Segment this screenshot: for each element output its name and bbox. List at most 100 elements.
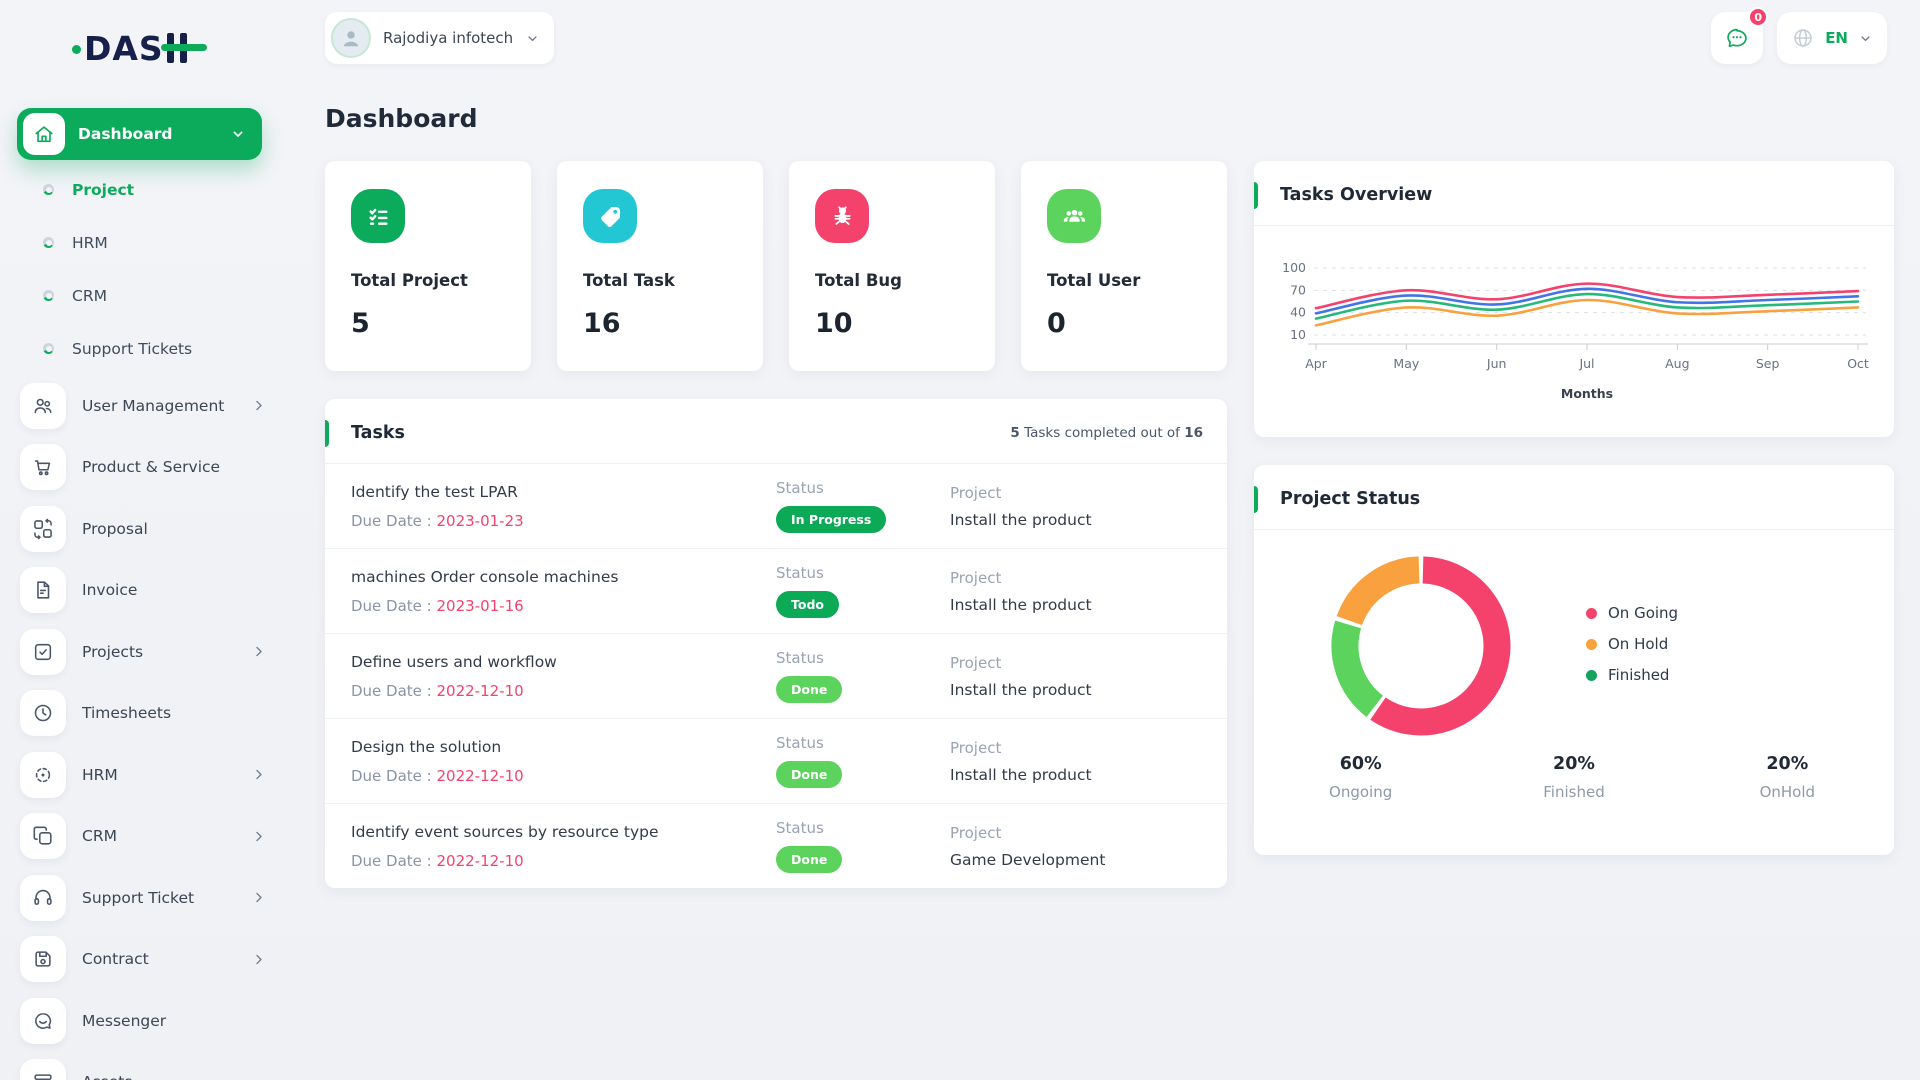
donut-slice-on-hold xyxy=(1336,556,1420,626)
sidebar-item-label: Proposal xyxy=(82,519,148,538)
tasks-summary: 5 Tasks completed out of 16 xyxy=(1010,425,1203,441)
stats-row: Total Project 5 Total Task 16 Total Bug 10 Tot… xyxy=(325,161,1227,371)
sidebar-item-label: Product & Service xyxy=(82,458,221,477)
project-status-title: Project Status xyxy=(1280,489,1421,509)
invoice-icon xyxy=(20,567,66,614)
project-label: Project xyxy=(950,653,1002,672)
project-label: Project xyxy=(950,483,1002,502)
sidebar-item-crm[interactable]: CRM xyxy=(0,806,288,868)
sidebar-item-assets[interactable]: Assets xyxy=(0,1052,288,1080)
sidebar-item-messenger[interactable]: Messenger xyxy=(0,990,288,1052)
workspace-selector[interactable]: Rajodiya infotech xyxy=(325,12,555,64)
sidebar-subitem-crm[interactable]: CRM xyxy=(0,269,288,322)
panel-accent xyxy=(1254,486,1258,513)
svg-text:Sep: Sep xyxy=(1756,356,1780,371)
sidebar-item-proposal[interactable]: Proposal xyxy=(0,498,288,560)
sidebar-subitem-hrm[interactable]: HRM xyxy=(0,216,288,269)
messages-badge: 0 xyxy=(1748,7,1769,27)
messages-button[interactable]: 0 xyxy=(1711,7,1769,64)
status-badge: Done xyxy=(776,676,843,703)
legend-label: Finished xyxy=(1608,666,1670,684)
sidebar-item-product-service[interactable]: Product & Service xyxy=(0,437,288,499)
task-name: Identify the test LPAR xyxy=(351,482,518,501)
task-project: Install the product xyxy=(950,510,1092,529)
language-selector[interactable]: EN xyxy=(1777,12,1887,64)
task-due: Due Date : 2023-01-16 xyxy=(351,596,524,615)
svg-text:Apr: Apr xyxy=(1305,356,1327,371)
status-summary-onhold: 20% OnHold xyxy=(1681,754,1894,801)
project-status-panel: Project Status On Going On Hold Finished 6… xyxy=(1254,465,1894,855)
chevron-right-icon xyxy=(251,398,266,413)
workspace-name: Rajodiya infotech xyxy=(383,29,514,47)
status-summary-finished: 20% Finished xyxy=(1467,754,1680,801)
task-due: Due Date : 2022-12-10 xyxy=(351,766,524,785)
stat-label: Total Task xyxy=(583,271,675,290)
sidebar-subitem-label: Support Tickets xyxy=(72,339,193,358)
cart-icon xyxy=(20,444,66,491)
legend-label: On Hold xyxy=(1608,635,1669,653)
panel-accent xyxy=(1254,182,1258,209)
clock-icon xyxy=(20,690,66,737)
donut-slice-on-going xyxy=(1370,556,1511,736)
sidebar-subitem-support-tickets[interactable]: Support Tickets xyxy=(0,322,288,375)
logo-green-bar xyxy=(160,44,207,51)
svg-text:10: 10 xyxy=(1290,327,1306,342)
chevron-down-icon xyxy=(230,126,246,142)
globe-icon xyxy=(1791,26,1815,50)
floppy-icon xyxy=(20,936,66,983)
sidebar-subitem-project[interactable]: Project xyxy=(0,163,288,216)
bullet-ring-icon xyxy=(43,343,54,354)
chevron-right-icon xyxy=(251,952,266,967)
sidebar-subitem-label: HRM xyxy=(72,233,108,252)
svg-text:Jul: Jul xyxy=(1578,356,1594,371)
checklist-icon xyxy=(351,189,405,243)
sidebar-item-support-ticket[interactable]: Support Ticket xyxy=(0,867,288,929)
panel-accent xyxy=(325,420,329,447)
sidebar-item-projects[interactable]: Projects xyxy=(0,621,288,683)
stat-card-total-task: Total Task 16 xyxy=(557,161,763,371)
project-label: Project xyxy=(950,738,1002,757)
chevron-right-icon xyxy=(251,644,266,659)
status-percent: 20% xyxy=(1553,754,1595,774)
stat-label: Total Bug xyxy=(815,271,902,290)
tasks-title: Tasks xyxy=(351,423,405,443)
task-name: Design the solution xyxy=(351,737,502,756)
sidebar-item-invoice[interactable]: Invoice xyxy=(0,560,288,622)
donut-legend: On Going On Hold Finished xyxy=(1586,604,1678,684)
sidebar-item-label: Timesheets xyxy=(82,704,172,723)
task-due: Due Date : 2022-12-10 xyxy=(351,851,524,870)
legend-label: On Going xyxy=(1608,604,1679,622)
status-label: Status xyxy=(776,479,824,497)
legend-item-on-going: On Going xyxy=(1586,604,1678,622)
sidebar-menu: User Management Product & Service Proposal… xyxy=(0,375,288,1080)
chat-icon xyxy=(20,997,66,1044)
task-project: Install the product xyxy=(950,595,1092,614)
sidebar-item-timesheets[interactable]: Timesheets xyxy=(0,683,288,745)
sidebar-item-user-management[interactable]: User Management xyxy=(0,375,288,437)
sidebar-item-dashboard[interactable]: Dashboard xyxy=(17,108,262,160)
stat-card-total-user: Total User 0 xyxy=(1021,161,1227,371)
sidebar-item-label: Dashboard xyxy=(78,125,173,143)
logo-h-glyph xyxy=(160,31,207,65)
avatar xyxy=(331,18,371,58)
sidebar-item-contract[interactable]: Contract xyxy=(0,929,288,991)
tasks-panel: Tasks 5 Tasks completed out of 16 Identi… xyxy=(325,399,1227,888)
archive-icon xyxy=(20,1059,66,1080)
task-name: machines Order console machines xyxy=(351,567,619,586)
brand-logo: DAS xyxy=(72,26,222,70)
stat-card-total-project: Total Project 5 xyxy=(325,161,531,371)
task-row: Define users and workflow Due Date : 2022… xyxy=(325,634,1227,719)
chevron-right-icon xyxy=(251,890,266,905)
svg-text:Oct: Oct xyxy=(1847,356,1869,371)
sidebar-item-hrm[interactable]: HRM xyxy=(0,744,288,806)
tasks-overview-chart: 10 40 70 100 Apr May Jun Jul Aug Sep Oct Months xyxy=(1254,226,1894,428)
message-bubble-icon xyxy=(1724,25,1750,51)
stat-value: 16 xyxy=(583,308,621,339)
task-project: Install the product xyxy=(950,765,1092,784)
status-badge: Todo xyxy=(776,591,839,618)
sidebar: DAS Dashboard Project HRM CRM Support Ticke… xyxy=(0,0,288,1080)
bullet-ring-icon xyxy=(43,290,54,301)
tasks-overview-title: Tasks Overview xyxy=(1280,185,1433,205)
language-code: EN xyxy=(1825,29,1848,47)
svg-text:Jun: Jun xyxy=(1486,356,1507,371)
